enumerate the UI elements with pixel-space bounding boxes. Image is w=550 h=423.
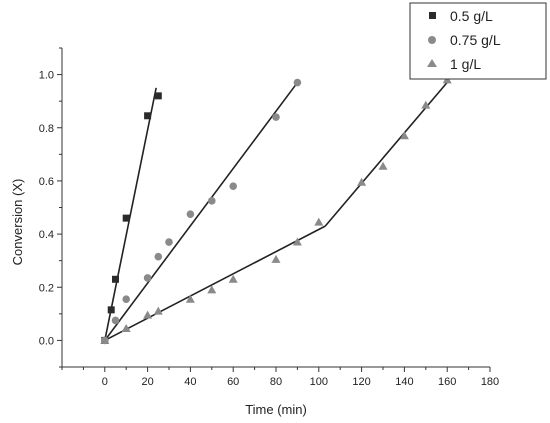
data-point-series-3 bbox=[292, 237, 302, 246]
data-point-series-1 bbox=[154, 92, 162, 100]
legend-entry-3: 1 g/L bbox=[450, 56, 481, 72]
data-point-series-3 bbox=[271, 254, 281, 263]
data-point-series-2 bbox=[293, 78, 302, 87]
data-point-series-3 bbox=[207, 285, 217, 294]
y-tick-label: 0.2 bbox=[39, 282, 54, 294]
data-point-series-3 bbox=[185, 294, 195, 303]
data-point-series-3 bbox=[399, 131, 409, 140]
data-point-series-2 bbox=[111, 316, 120, 325]
legend-marker-circle bbox=[428, 36, 436, 44]
data-point-series-3 bbox=[314, 217, 324, 226]
fit-line-series-1 bbox=[104, 87, 157, 341]
x-tick-label: 40 bbox=[184, 376, 196, 388]
x-tick-label: 140 bbox=[395, 376, 413, 388]
x-tick-label: 100 bbox=[310, 376, 328, 388]
axes: 0 20 40 60 80 100 120 140 160 180 0.0 0.2 0.4 0.6 0.8 1… bbox=[39, 47, 499, 388]
data-point-series-1 bbox=[144, 112, 152, 120]
data-point-series-3 bbox=[153, 306, 163, 315]
data-point-series-1 bbox=[122, 214, 130, 222]
legend-marker-square bbox=[429, 12, 436, 19]
y-tick-label: 1.0 bbox=[39, 70, 54, 82]
data-point-series-3 bbox=[121, 323, 131, 332]
x-tick-label: 160 bbox=[438, 376, 456, 388]
data-point-series-1 bbox=[107, 306, 115, 314]
legend-entry-1: 0.5 g/L bbox=[450, 8, 493, 24]
data-point-series-2 bbox=[143, 274, 152, 282]
y-tick-label: 0.6 bbox=[39, 176, 54, 188]
x-axis-label: Time (min) bbox=[245, 402, 307, 417]
data-point-series-3 bbox=[143, 310, 153, 319]
data-point-series-2 bbox=[154, 252, 163, 261]
x-tick-label: 60 bbox=[227, 376, 239, 388]
data-point-series-2 bbox=[229, 182, 237, 191]
data-point-series-3 bbox=[378, 161, 388, 170]
fit-line-series-2 bbox=[104, 82, 299, 341]
data-point-series-3 bbox=[100, 335, 110, 344]
fit-line-series-3 bbox=[104, 225, 326, 342]
y-tick-label: 0.4 bbox=[39, 229, 54, 241]
fit-lines bbox=[104, 79, 450, 342]
y-tick-label: 0.0 bbox=[39, 335, 54, 347]
data-points bbox=[100, 75, 452, 345]
y-axis-label: Conversion (X) bbox=[10, 179, 25, 266]
data-point-series-1 bbox=[112, 275, 119, 283]
data-point-series-2 bbox=[122, 295, 130, 304]
data-point-series-3 bbox=[228, 274, 238, 283]
x-tick-label: 80 bbox=[270, 376, 282, 388]
y-tick-label: 0.8 bbox=[39, 123, 54, 135]
x-tick-label: 120 bbox=[352, 376, 370, 388]
data-point-series-3 bbox=[421, 100, 431, 109]
data-point-series-2 bbox=[208, 197, 216, 205]
x-tick-label: 0 bbox=[102, 376, 108, 388]
data-point-series-2 bbox=[272, 113, 280, 121]
legend-marker-triangle bbox=[427, 59, 437, 67]
fit-line-series-3-b bbox=[324, 79, 450, 227]
data-point-series-2 bbox=[186, 210, 195, 218]
data-point-series-3 bbox=[357, 177, 367, 186]
legend: 0.5 g/L 0.75 g/L 1 g/L bbox=[409, 2, 547, 80]
legend-entry-2: 0.75 g/L bbox=[450, 32, 501, 48]
x-tick-label: 180 bbox=[481, 376, 499, 388]
data-point-series-2 bbox=[165, 238, 173, 246]
x-tick-label: 20 bbox=[141, 376, 153, 388]
